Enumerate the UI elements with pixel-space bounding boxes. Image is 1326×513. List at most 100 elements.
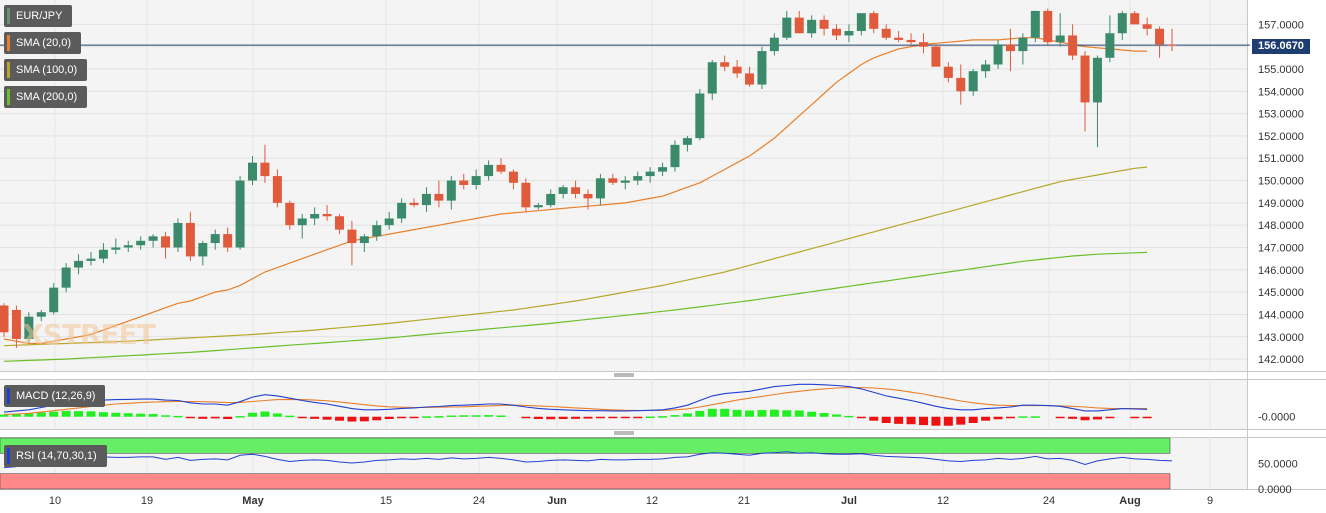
macd-histogram-bar: [707, 408, 717, 417]
candle: [260, 144, 270, 183]
candle-body: [446, 180, 456, 201]
candle-body: [1105, 33, 1115, 58]
candle: [881, 24, 891, 40]
candle: [49, 283, 59, 315]
candle: [508, 169, 518, 190]
macd-histogram-bar: [981, 416, 991, 421]
candle: [1055, 13, 1065, 47]
rsi-resize-handle[interactable]: [614, 431, 634, 435]
candle: [111, 238, 121, 255]
legend-symbol-label: EUR/JPY: [16, 10, 63, 22]
candle-body: [583, 193, 593, 199]
candle: [1005, 28, 1015, 72]
macd-histogram-bar: [595, 416, 605, 419]
macd-histogram-bar: [384, 416, 394, 420]
candle: [645, 167, 655, 183]
candle: [894, 31, 904, 43]
x-tick-label: Jun: [547, 495, 567, 507]
candle-body: [198, 243, 208, 257]
price-panel: [0, 0, 1247, 371]
macd-histogram-bar: [434, 416, 444, 418]
candle: [334, 214, 344, 235]
macd-histogram-bar: [397, 416, 407, 419]
candle: [943, 62, 953, 83]
macd-histogram-bar: [807, 411, 817, 417]
macd-histogram-bar: [732, 409, 742, 417]
macd-histogram-bar: [148, 414, 158, 417]
macd-histogram-bar: [235, 416, 245, 418]
candle-body: [707, 62, 717, 94]
price-tick-label: 150.0000: [1258, 176, 1304, 188]
macd-histogram-bar: [421, 416, 431, 418]
candle-body: [1018, 37, 1028, 52]
macd-histogram-bar: [446, 415, 456, 417]
x-tick-label: 10: [49, 495, 61, 507]
candle-body: [1167, 44, 1177, 46]
candle-body: [981, 64, 991, 72]
price-tick-label: 151.0000: [1258, 153, 1304, 165]
candle: [918, 33, 928, 54]
legend-sma200[interactable]: SMA (200,0): [4, 86, 88, 108]
candle: [285, 200, 295, 230]
legend-macd[interactable]: MACD (12,26,9): [4, 385, 106, 407]
candle-body: [894, 37, 904, 40]
candle: [359, 234, 369, 252]
candle: [471, 169, 481, 190]
macd-histogram-bar: [844, 415, 854, 418]
candle: [521, 178, 531, 212]
candle-body: [782, 17, 792, 38]
legend-sma100[interactable]: SMA (100,0): [4, 59, 88, 81]
macd-histogram-bar: [645, 416, 655, 419]
candle: [1030, 10, 1040, 43]
candle-body: [434, 193, 444, 201]
legend-rsi[interactable]: RSI (14,70,30,1): [4, 445, 107, 467]
candle-body: [508, 171, 518, 183]
candle-body: [956, 77, 966, 92]
candle: [248, 155, 258, 185]
macd-histogram-bar: [832, 414, 842, 417]
x-tick-label: 12: [937, 495, 949, 507]
candle-body: [384, 218, 394, 226]
macd-histogram-bar: [633, 416, 643, 419]
candle: [1155, 26, 1165, 58]
candle: [558, 185, 568, 199]
candle-body: [943, 66, 953, 78]
macd-resize-handle[interactable]: [614, 373, 634, 377]
macd-panel: [0, 379, 1247, 429]
candle: [61, 263, 71, 293]
candle-body: [235, 180, 245, 248]
candle-body: [248, 162, 258, 181]
rsi-zones: [0, 437, 1171, 490]
candle-body: [322, 214, 332, 217]
candle: [210, 229, 220, 250]
candle-body: [24, 316, 34, 339]
candle: [1117, 10, 1127, 40]
candle-body: [658, 167, 668, 172]
candle: [1018, 33, 1028, 65]
candle-body: [1030, 10, 1040, 38]
x-tick-label: Aug: [1119, 495, 1140, 507]
macd-histogram-bar: [1030, 416, 1040, 418]
x-tick-label: 12: [646, 495, 658, 507]
candle-body: [533, 205, 543, 208]
candle-body: [869, 13, 879, 29]
candle-body: [459, 180, 469, 185]
legend-symbol[interactable]: EUR/JPY: [4, 5, 73, 27]
price-tick-label: 155.0000: [1258, 64, 1304, 76]
candle: [1105, 15, 1115, 63]
price-tick-label: 157.0000: [1258, 19, 1304, 31]
legend-sma20[interactable]: SMA (20,0): [4, 32, 82, 54]
price-tick-label: 154.0000: [1258, 86, 1304, 98]
macd-swatch: [7, 388, 10, 404]
candle: [446, 176, 456, 210]
macd-histogram-bar: [571, 416, 581, 419]
candle-body: [111, 247, 121, 250]
x-tick-label: 21: [738, 495, 750, 507]
candle: [794, 10, 804, 34]
candle-body: [471, 176, 481, 185]
candle: [198, 240, 208, 266]
candle-body: [558, 187, 568, 194]
candle: [36, 309, 46, 322]
macd-histogram-bar: [484, 415, 494, 417]
macd-histogram-bar: [869, 416, 879, 421]
